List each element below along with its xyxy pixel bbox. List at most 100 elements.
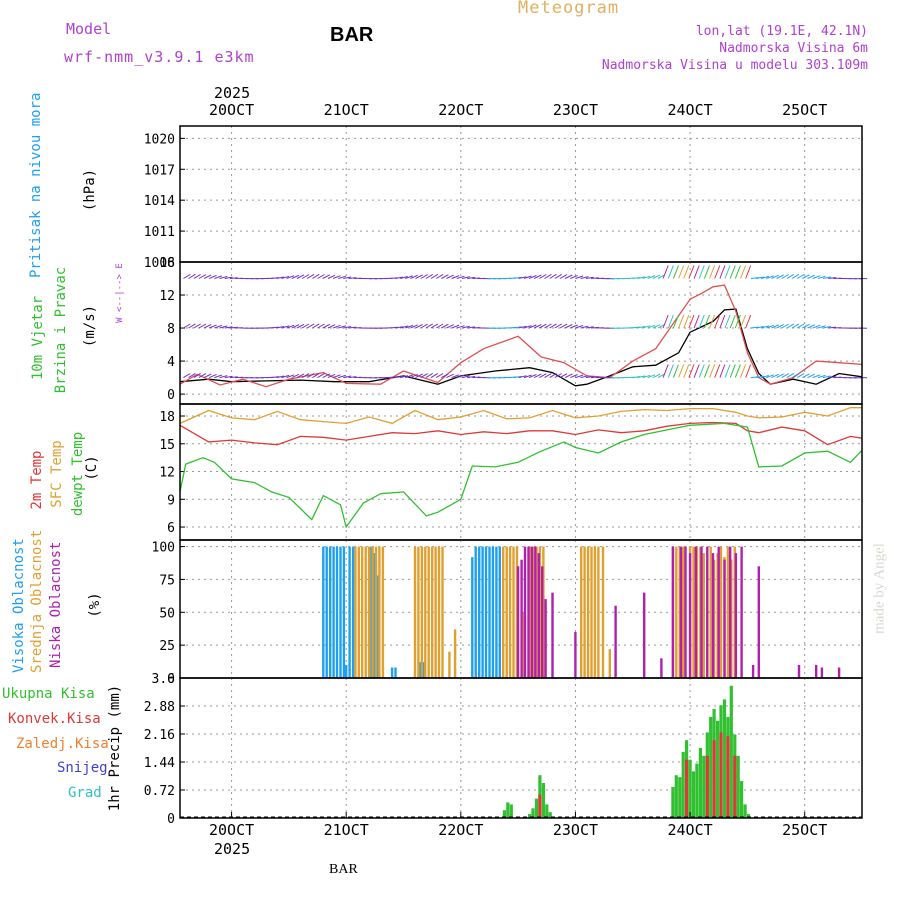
wind-arrow	[430, 323, 439, 329]
wind-arrow	[740, 314, 747, 329]
wind-arrow	[693, 265, 700, 279]
wind-arrow	[678, 265, 685, 279]
bar-visoka-oblacnost	[484, 546, 488, 678]
wind-arrow	[580, 276, 589, 279]
y-tick-label: 0	[167, 388, 175, 403]
bar-konvek-kisa	[726, 736, 730, 818]
wind-arrow	[740, 265, 747, 279]
bar-visoka-oblacnost	[471, 557, 474, 678]
wind-arrow	[776, 373, 784, 379]
wind-arrow	[301, 274, 310, 279]
y-tick-label: 0	[167, 812, 175, 827]
bar-ukupna-kisa	[674, 775, 678, 818]
wind-arrow	[724, 364, 731, 378]
wind-arrow	[188, 273, 196, 279]
model-label: Model	[66, 20, 112, 38]
bar-visoka-oblacnost	[351, 546, 355, 678]
wind-arrow	[322, 274, 331, 279]
wind-arrow	[420, 323, 428, 329]
wind-arrow	[343, 326, 352, 329]
bar-niska-oblacnost	[574, 632, 577, 678]
bar-ukupna-kisa	[541, 783, 545, 818]
bar-niska-oblacnost	[544, 599, 547, 678]
wind-arrow	[394, 375, 403, 379]
bar-srednja-oblacnost	[692, 546, 695, 678]
wind-arrow	[740, 364, 747, 378]
bar-visoka-oblacnost	[345, 664, 348, 678]
y-tick-label: 50	[159, 606, 175, 621]
wind-arrow	[786, 372, 795, 379]
bar-ukupna-kisa	[502, 810, 506, 818]
wind-arrow	[332, 324, 341, 329]
wind-arrow	[703, 265, 710, 279]
bar-niska-oblacnost	[684, 546, 687, 678]
wind-arrow	[533, 274, 542, 279]
y-tick-label: 8	[167, 322, 175, 337]
wind-arrow	[734, 364, 741, 378]
wind-arrow	[446, 274, 454, 279]
wind-arrow	[338, 325, 347, 329]
wind-arrow	[745, 265, 752, 279]
bar-srednja-oblacnost	[512, 546, 515, 678]
bar-niska-oblacnost	[751, 664, 755, 678]
wind-arrow	[523, 325, 532, 329]
wind-arrow	[523, 275, 532, 279]
wind-arrow	[585, 276, 594, 279]
bar-ukupna-kisa	[509, 804, 513, 818]
bar-ukupna-kisa	[534, 798, 539, 818]
wind-arrow	[219, 325, 228, 329]
wind-arrow	[791, 323, 800, 329]
y-tick-label: 12	[159, 466, 175, 481]
wind-arrow	[729, 364, 736, 378]
wind-arrow	[446, 324, 454, 329]
y-tick-label: 1.44	[144, 756, 175, 771]
bar-visoka-oblacnost	[325, 546, 328, 678]
bar-niska-oblacnost	[660, 658, 663, 678]
wind-arrow	[183, 323, 191, 329]
wind-arrow	[415, 373, 423, 379]
wind-arrow	[451, 275, 460, 279]
wind-arrow	[807, 274, 816, 279]
bar-srednja-oblacnost	[682, 546, 685, 678]
wind-arrow	[456, 325, 465, 329]
wind-arrow	[338, 374, 347, 379]
wind-arrow	[332, 275, 341, 279]
wind-arrow	[796, 373, 805, 379]
wind-arrow	[559, 274, 568, 279]
wind-arrow	[544, 323, 552, 329]
wind-arrow	[425, 323, 433, 329]
bar-niska-oblacnost	[534, 546, 537, 678]
bar-niska-oblacnost	[723, 559, 726, 678]
wind-arrow	[394, 326, 403, 329]
wind-arrow	[683, 364, 690, 378]
bar-konvek-kisa	[712, 740, 716, 818]
wind-arrow	[425, 372, 433, 379]
wind-arrow	[817, 275, 826, 279]
wind-arrow	[828, 277, 837, 279]
wind-arrow	[441, 373, 449, 379]
bar-niska-oblacnost	[700, 546, 703, 678]
bar-niska-oblacnost	[694, 546, 697, 678]
y-tick-label: 1020	[144, 132, 175, 147]
wind-arrow	[327, 274, 336, 279]
wind-arrow	[214, 324, 223, 329]
bar-visoka-oblacnost	[342, 546, 346, 678]
bar-srednja-oblacnost	[437, 546, 441, 678]
wind-arrow	[786, 273, 795, 279]
wind-arrow	[291, 274, 300, 279]
legend-grad: Grad	[68, 785, 102, 801]
wind-arrow	[822, 325, 831, 329]
wind-arrow	[296, 373, 305, 379]
bottom-date-label: 24OCT	[667, 821, 712, 839]
wind-arrow	[766, 275, 774, 279]
wind-arrow	[410, 373, 418, 379]
wind-arrow	[554, 373, 562, 379]
bar-ukupna-kisa	[746, 814, 751, 818]
wind-arrow	[399, 325, 408, 329]
y-tick-label: 1014	[144, 194, 175, 209]
bar-srednja-oblacnost	[361, 546, 364, 678]
top-date-label: 24OCT	[667, 101, 712, 119]
wind-arrow	[590, 376, 599, 379]
wind-arrow	[822, 276, 831, 279]
wind-arrow	[183, 373, 191, 379]
